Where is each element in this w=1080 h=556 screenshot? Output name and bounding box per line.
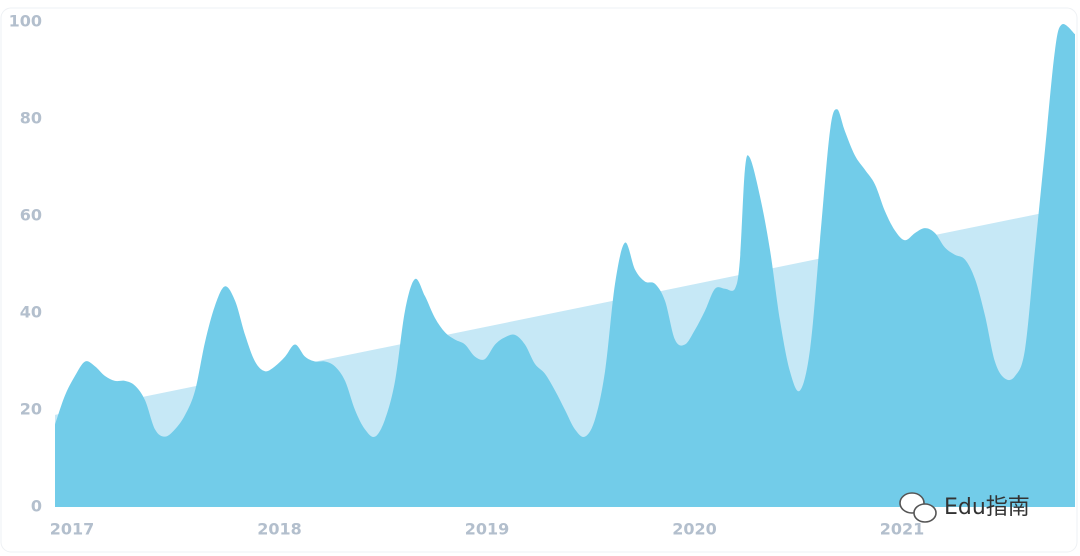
- y-tick-label: 20: [20, 400, 42, 419]
- y-tick-label: 60: [20, 206, 42, 225]
- x-tick-label: 2020: [672, 520, 717, 539]
- x-tick-label: 2019: [465, 520, 510, 539]
- x-tick-label: 2018: [257, 520, 302, 539]
- watermark-icon: [899, 492, 937, 523]
- x-tick-label: 2017: [50, 520, 95, 539]
- x-tick-label: 2021: [880, 520, 925, 539]
- plot: [55, 23, 1075, 508]
- watermark: Edu指南: [944, 495, 1030, 520]
- y-tick-label: 0: [31, 497, 42, 516]
- y-tick-label: 40: [20, 303, 42, 322]
- y-tick-label: 80: [20, 109, 42, 128]
- area: [55, 23, 1075, 508]
- y-tick-label: 100: [9, 12, 42, 31]
